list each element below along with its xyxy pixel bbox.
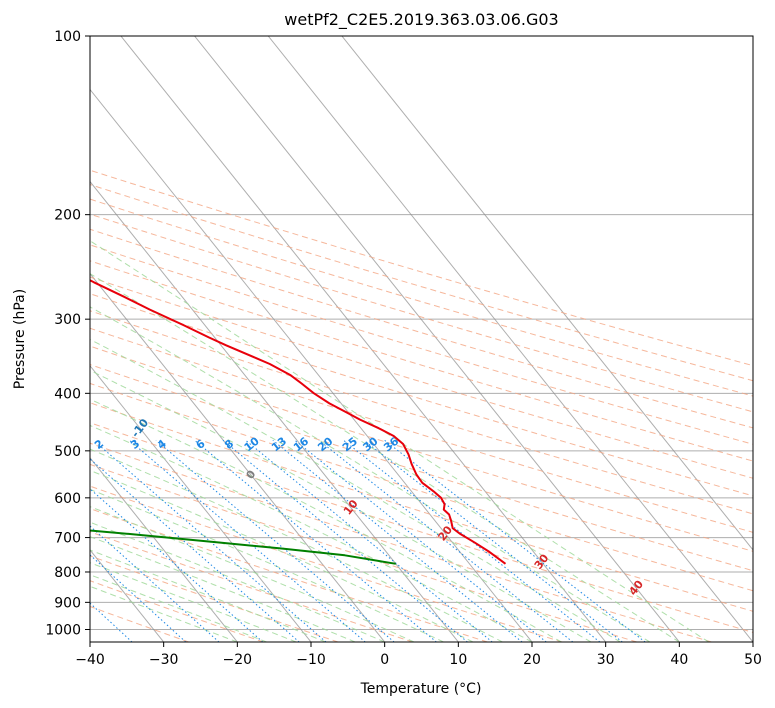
mixing-ratio-label: 1 — [34, 437, 48, 452]
isotherm-label: 40 — [626, 578, 646, 598]
isotherm-gridline — [90, 272, 386, 642]
dry-adiabat — [90, 463, 638, 642]
dry-adiabat — [90, 169, 753, 367]
x-tick-label: −20 — [223, 652, 253, 668]
dry-adiabat — [90, 310, 753, 515]
dry-adiabat — [90, 442, 712, 642]
moist-adiabat — [90, 273, 680, 642]
mixing-ratio-line — [90, 458, 300, 642]
moist-adiabat — [90, 448, 503, 642]
isotherm-label: 0 — [244, 467, 259, 481]
x-tick-label: 0 — [380, 652, 389, 668]
y-tick-label: 100 — [54, 29, 81, 45]
mixing-ratio-line — [194, 439, 437, 642]
x-tick-label: 10 — [449, 652, 467, 668]
mixing-ratio-line — [90, 488, 264, 642]
dry-adiabat — [90, 228, 753, 429]
y-tick-label: 900 — [54, 595, 81, 611]
moist-adiabat — [90, 338, 621, 642]
moist-adiabat — [90, 574, 268, 642]
moist-adiabat — [90, 488, 444, 642]
mixing-ratio-label: 8 — [222, 437, 236, 452]
dry-adiabat — [90, 345, 753, 552]
dry-adiabat — [90, 244, 753, 445]
y-tick-label: 1000 — [45, 623, 81, 639]
temperature-profile-line — [90, 279, 507, 565]
mixing-ratio-label: 2 — [92, 437, 106, 452]
moist-adiabat — [90, 562, 297, 642]
mixing-ratio-label: 0.6 — [0, 433, 12, 455]
moist-adiabat — [90, 585, 238, 642]
isotherm-gridline — [90, 180, 459, 642]
moist-adiabat — [90, 506, 415, 642]
mixing-ratio-line — [93, 439, 327, 642]
moist-adiabat — [90, 469, 474, 642]
moist-adiabat — [90, 424, 533, 642]
x-tick-label: −30 — [149, 652, 179, 668]
mixing-ratio-line — [363, 439, 623, 642]
moist-adiabat — [90, 369, 592, 642]
y-axis-label: Pressure (hPa) — [12, 289, 28, 389]
mixing-ratio-line — [90, 602, 133, 642]
isotherm-gridline — [120, 36, 607, 642]
mixing-ratio-line — [272, 439, 523, 642]
dry-adiabat — [90, 276, 753, 479]
y-tick-label: 800 — [54, 565, 81, 581]
dry-adiabat — [90, 364, 753, 572]
dry-adiabat — [90, 555, 339, 642]
isotherm-gridline — [90, 88, 533, 642]
isotherm-gridline — [90, 364, 312, 642]
dry-adiabat — [90, 531, 414, 642]
series-lines — [90, 279, 507, 565]
x-tick-label: 20 — [523, 652, 541, 668]
dry-adiabat — [90, 198, 753, 397]
y-tick-label: 600 — [54, 491, 81, 507]
moist-adiabat — [90, 521, 385, 642]
mixing-ratio-line — [384, 439, 646, 642]
mixing-ratio-line — [155, 439, 395, 642]
x-tick-label: 30 — [597, 652, 615, 668]
dry-adiabat — [90, 382, 753, 592]
x-tick-label: 50 — [744, 652, 762, 668]
moist-adiabat — [90, 240, 710, 642]
chart-title: wetPf2_C2E5.2019.363.03.06.G03 — [284, 10, 559, 29]
dry-adiabat — [90, 293, 753, 497]
dry-adiabat — [90, 184, 753, 382]
isotherm-gridline — [90, 457, 238, 642]
dry-adiabat — [90, 485, 563, 642]
isotherm-label: 30 — [532, 551, 552, 571]
moist-adiabat — [90, 549, 326, 642]
isotherm-gridline — [194, 36, 680, 642]
axis-ticks: −40 −30 −20 −10 0 10 20 30 40 5010020030040050060… — [45, 29, 762, 668]
plot-frame — [89, 35, 754, 643]
x-tick-label: −10 — [296, 652, 326, 668]
dry-adiabat — [90, 580, 264, 642]
isotherm-gridline — [341, 36, 753, 551]
y-tick-label: 300 — [54, 312, 81, 328]
mixing-ratio-line — [222, 439, 468, 642]
moist-adiabat — [90, 398, 562, 642]
isotherm-gridline — [267, 36, 753, 642]
x-axis-label: Temperature (°C) — [360, 681, 482, 697]
isotherm-label: -10 — [129, 416, 152, 440]
dewpoint-profile-line — [90, 529, 396, 565]
x-tick-label: −40 — [75, 652, 105, 668]
isotherm-label: 10 — [341, 497, 361, 517]
y-tick-label: 700 — [54, 531, 81, 547]
dry-adiabat — [90, 422, 753, 633]
y-tick-label: 200 — [54, 208, 81, 224]
dry-adiabat — [90, 402, 753, 612]
dry-adiabat — [90, 260, 753, 462]
y-tick-label: 500 — [54, 444, 81, 460]
mixing-ratio-line — [294, 439, 547, 642]
dry-adiabat — [90, 213, 753, 413]
x-tick-label: 40 — [670, 652, 688, 668]
y-tick-label: 400 — [54, 386, 81, 402]
mixing-ratio-line — [90, 525, 220, 642]
dry-adiabat — [90, 327, 753, 533]
background-lines — [90, 36, 753, 642]
mixing-ratio-line — [245, 439, 493, 642]
